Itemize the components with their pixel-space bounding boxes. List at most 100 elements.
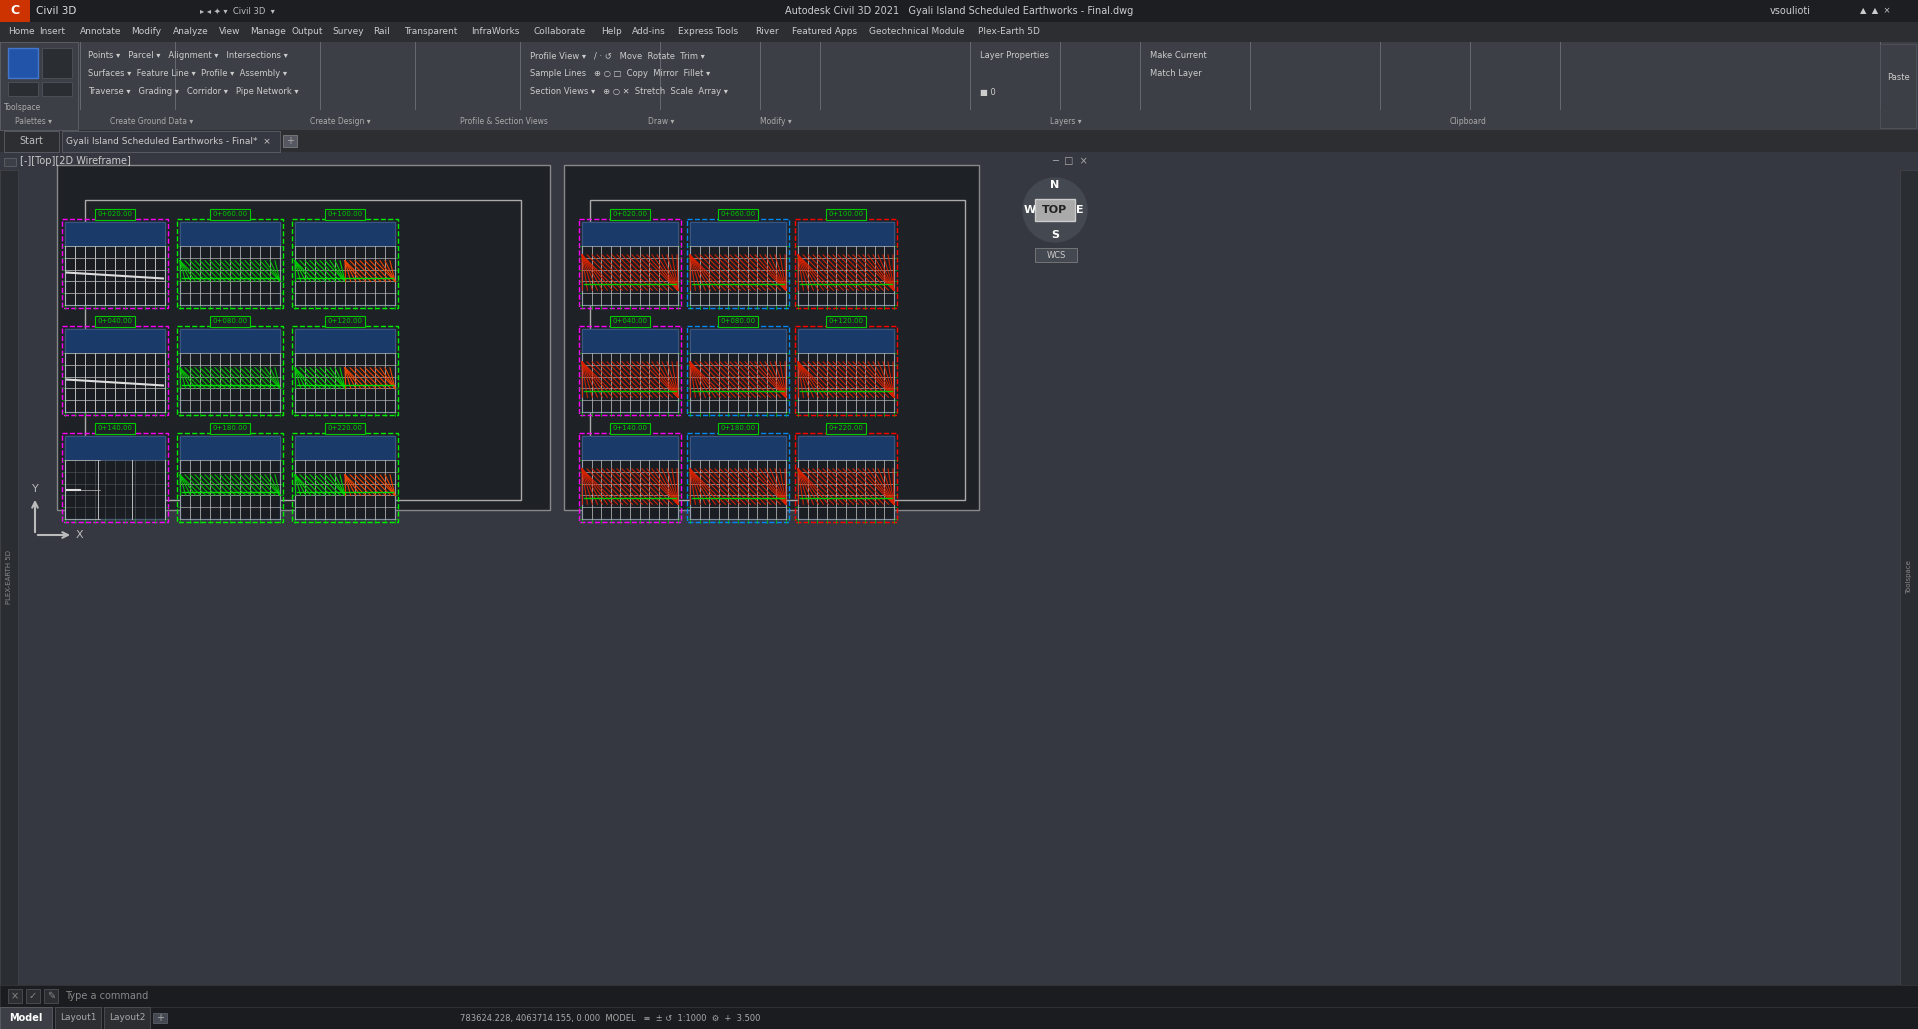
- Bar: [690, 329, 786, 353]
- Bar: [0, 1007, 1918, 1029]
- Bar: [180, 329, 280, 412]
- Bar: [827, 316, 867, 327]
- Text: Express Tools: Express Tools: [677, 28, 738, 36]
- Bar: [717, 209, 758, 220]
- Bar: [690, 329, 786, 412]
- Bar: [284, 135, 297, 147]
- Text: WCS: WCS: [1047, 250, 1066, 259]
- Bar: [581, 436, 677, 460]
- Bar: [8, 82, 38, 96]
- Bar: [690, 222, 786, 246]
- Bar: [610, 209, 650, 220]
- Bar: [564, 165, 978, 510]
- Bar: [295, 222, 395, 246]
- Bar: [65, 329, 165, 412]
- Text: ✓: ✓: [29, 991, 36, 1001]
- Text: Analyze: Analyze: [173, 28, 209, 36]
- Bar: [1036, 248, 1078, 262]
- Bar: [610, 423, 650, 434]
- Bar: [0, 0, 1918, 22]
- Bar: [153, 1013, 167, 1023]
- Text: 0+140.00: 0+140.00: [612, 425, 648, 431]
- Bar: [61, 433, 169, 522]
- Text: Help: Help: [600, 28, 621, 36]
- Text: S: S: [1051, 230, 1059, 240]
- Bar: [209, 209, 249, 220]
- Text: N: N: [1051, 180, 1059, 190]
- Text: Make Current: Make Current: [1151, 51, 1206, 61]
- Text: Civil 3D: Civil 3D: [36, 6, 77, 16]
- Text: ▸ ◂ ✦ ▾  Civil 3D  ▾: ▸ ◂ ✦ ▾ Civil 3D ▾: [199, 6, 274, 15]
- Text: Model: Model: [10, 1013, 42, 1023]
- Text: Plex-Earth 5D: Plex-Earth 5D: [978, 28, 1040, 36]
- Bar: [0, 42, 1918, 130]
- Text: Transparent: Transparent: [405, 28, 458, 36]
- Bar: [8, 989, 21, 1003]
- Bar: [581, 329, 677, 353]
- Bar: [96, 423, 134, 434]
- Bar: [209, 423, 249, 434]
- Bar: [717, 316, 758, 327]
- Text: Manage: Manage: [249, 28, 286, 36]
- Text: 0+040.00: 0+040.00: [612, 318, 648, 324]
- Bar: [827, 209, 867, 220]
- Bar: [794, 433, 898, 522]
- Text: X: X: [77, 530, 84, 540]
- Bar: [324, 316, 364, 327]
- Bar: [579, 326, 681, 415]
- Text: Toolspace: Toolspace: [1906, 560, 1912, 594]
- Bar: [690, 436, 786, 460]
- Text: +: +: [286, 136, 293, 146]
- Text: Add-ins: Add-ins: [631, 28, 666, 36]
- Bar: [0, 170, 1918, 985]
- Bar: [42, 82, 73, 96]
- Bar: [798, 436, 894, 460]
- Text: Output: Output: [292, 28, 322, 36]
- Bar: [42, 48, 73, 78]
- Bar: [180, 222, 280, 305]
- Text: Layer Properties: Layer Properties: [980, 51, 1049, 61]
- Bar: [84, 200, 522, 500]
- Bar: [180, 222, 280, 246]
- Text: 0+080.00: 0+080.00: [721, 318, 756, 324]
- Bar: [96, 209, 134, 220]
- Bar: [798, 329, 894, 412]
- Bar: [798, 222, 894, 305]
- Bar: [292, 433, 399, 522]
- Text: Start: Start: [19, 136, 42, 146]
- Bar: [794, 219, 898, 308]
- Text: Annotate: Annotate: [81, 28, 121, 36]
- Text: 0+060.00: 0+060.00: [213, 211, 247, 217]
- Bar: [0, 170, 17, 985]
- Bar: [44, 989, 58, 1003]
- Text: vsoulioti: vsoulioti: [1770, 6, 1811, 16]
- Text: 0+220.00: 0+220.00: [328, 425, 363, 431]
- Text: Modify ▾: Modify ▾: [760, 117, 792, 127]
- Bar: [0, 42, 79, 130]
- Text: Layers ▾: Layers ▾: [1049, 117, 1082, 127]
- Text: ✎: ✎: [46, 991, 56, 1001]
- Bar: [295, 436, 395, 460]
- Text: Geotechnical Module: Geotechnical Module: [869, 28, 965, 36]
- Text: Section Views ▾   ⊕ ○ ✕  Stretch  Scale  Array ▾: Section Views ▾ ⊕ ○ ✕ Stretch Scale Arra…: [529, 87, 729, 97]
- Bar: [65, 222, 165, 305]
- Bar: [4, 158, 15, 166]
- Bar: [180, 329, 280, 353]
- Text: Layout2: Layout2: [109, 1014, 146, 1023]
- Text: 0+100.00: 0+100.00: [829, 211, 863, 217]
- Text: Home: Home: [8, 28, 35, 36]
- Text: 0+120.00: 0+120.00: [328, 318, 363, 324]
- Bar: [690, 436, 786, 519]
- Text: 0+220.00: 0+220.00: [829, 425, 863, 431]
- Text: 0+080.00: 0+080.00: [213, 318, 247, 324]
- Text: Modify: Modify: [132, 28, 161, 36]
- Text: TOP: TOP: [1041, 205, 1068, 215]
- Text: 0+180.00: 0+180.00: [213, 425, 247, 431]
- Text: Draw ▾: Draw ▾: [648, 117, 675, 127]
- Text: Type a command: Type a command: [65, 991, 148, 1001]
- Bar: [591, 200, 965, 500]
- Text: Surfaces ▾  Feature Line ▾  Profile ▾  Assembly ▾: Surfaces ▾ Feature Line ▾ Profile ▾ Asse…: [88, 70, 288, 78]
- Text: ■ 0: ■ 0: [980, 87, 995, 97]
- Text: Rail: Rail: [374, 28, 391, 36]
- Text: 0+020.00: 0+020.00: [98, 211, 132, 217]
